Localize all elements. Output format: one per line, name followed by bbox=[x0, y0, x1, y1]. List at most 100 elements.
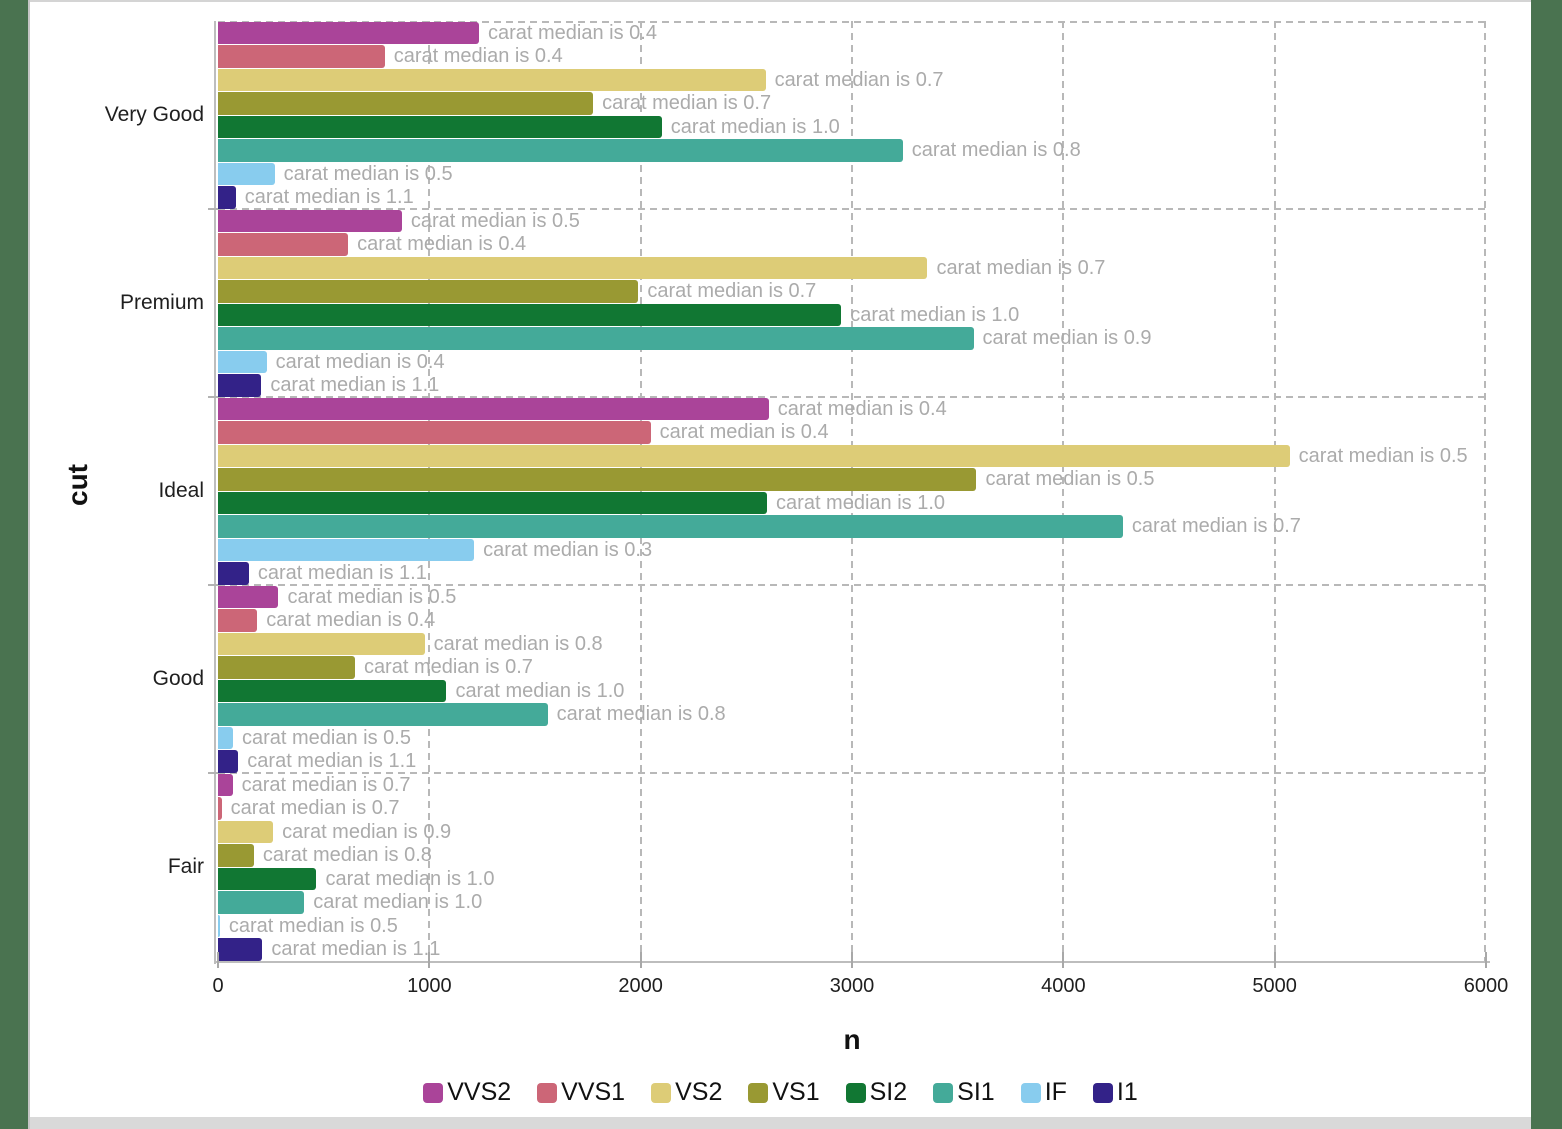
bar-row: carat median is 1.0 bbox=[218, 891, 1486, 915]
cut-group-premium: carat median is 0.5 carat median is 0.4 ca… bbox=[218, 209, 1486, 397]
x-tick-label: 6000 bbox=[1463, 975, 1509, 997]
bar-label: carat median is 0.7 bbox=[602, 92, 772, 115]
bar-vs2 bbox=[218, 444, 1290, 467]
x-axis-tick bbox=[1273, 952, 1276, 968]
y-tick-label: Good bbox=[152, 667, 204, 690]
x-axis-tick bbox=[1485, 952, 1487, 968]
bar-label: carat median is 0.4 bbox=[393, 45, 563, 68]
cut-group-very-good: carat median is 0.4 carat median is 0.4 ca… bbox=[218, 21, 1486, 209]
x-tick-label: 2000 bbox=[618, 975, 663, 997]
bar-label: carat median is 0.4 bbox=[275, 350, 445, 373]
bar-label: carat median is 1.1 bbox=[247, 750, 417, 773]
group-separator-line bbox=[218, 584, 1486, 586]
group-separator-line bbox=[218, 772, 1486, 774]
bar-vvs1 bbox=[218, 421, 651, 444]
grid-line-vertical bbox=[639, 21, 642, 961]
legend-item-si2: SI2 bbox=[845, 1078, 908, 1106]
grid-line-vertical bbox=[1062, 21, 1065, 961]
x-tick-label: 3000 bbox=[829, 975, 875, 997]
window-top-border bbox=[30, 0, 1531, 2]
bar-label: carat median is 0.5 bbox=[242, 726, 411, 749]
bar-si1 bbox=[218, 327, 974, 350]
cut-group-fair: carat median is 0.7 carat median is 0.7 ca… bbox=[218, 773, 1486, 961]
group-separator-line bbox=[218, 208, 1486, 210]
x-tick-label: 4000 bbox=[1041, 975, 1086, 997]
bar-label: carat median is 0.9 bbox=[282, 820, 452, 843]
bar-vs1 bbox=[218, 468, 977, 491]
bar-row: carat median is 0.7 bbox=[218, 92, 1486, 116]
bar-row: carat median is 0.7 bbox=[218, 256, 1486, 280]
bar-label: carat median is 0.7 bbox=[1131, 515, 1301, 538]
bar-i1 bbox=[218, 938, 263, 961]
x-tick-label: 1000 bbox=[407, 975, 452, 997]
cut-group-good: carat median is 0.5 carat median is 0.4 ca… bbox=[218, 585, 1486, 773]
bar-row: carat median is 0.7 bbox=[218, 280, 1486, 304]
grid-line-vertical bbox=[1273, 21, 1276, 961]
bar-row: carat median is 0.4 bbox=[218, 233, 1486, 257]
y-tick-label: Ideal bbox=[158, 479, 204, 502]
panel-border-right bbox=[1484, 21, 1486, 961]
legend-item-i1: I1 bbox=[1092, 1078, 1138, 1106]
bar-row: carat median is 0.5 bbox=[218, 914, 1486, 938]
bar-label: carat median is 1.0 bbox=[325, 867, 495, 890]
bar-si1 bbox=[218, 139, 903, 162]
bar-row: carat median is 1.1 bbox=[218, 562, 1486, 586]
bar-vs1 bbox=[218, 844, 254, 867]
bar-si2 bbox=[218, 679, 447, 702]
y-tick-label: Fair bbox=[167, 855, 204, 878]
bar-row: carat median is 1.0 bbox=[218, 303, 1486, 327]
bar-vvs2 bbox=[218, 209, 402, 232]
legend-swatch bbox=[423, 1082, 444, 1103]
bar-row: carat median is 0.4 bbox=[218, 350, 1486, 374]
bar-row: carat median is 1.0 bbox=[218, 115, 1486, 139]
bar-row: carat median is 0.5 bbox=[218, 209, 1486, 233]
bar-row: carat median is 0.5 bbox=[218, 585, 1486, 609]
bar-vvs2 bbox=[218, 397, 769, 420]
bar-label: carat median is 1.0 bbox=[313, 891, 483, 914]
window-left-border bbox=[0, 0, 30, 1129]
bar-vvs1 bbox=[218, 45, 385, 68]
bar-row: carat median is 0.4 bbox=[218, 609, 1486, 633]
bar-row: carat median is 1.1 bbox=[218, 750, 1486, 774]
bar-chart-figure: cut Very Good Premium Ideal Good Fair carat … bbox=[30, 2, 1531, 1117]
bar-si1 bbox=[218, 703, 548, 726]
bar-row: carat median is 0.9 bbox=[218, 327, 1486, 351]
bar-row: carat median is 0.4 bbox=[218, 21, 1486, 45]
bar-if bbox=[218, 726, 233, 749]
legend-swatch bbox=[1020, 1082, 1041, 1103]
legend-label: SI2 bbox=[869, 1078, 908, 1106]
bar-label: carat median is 0.8 bbox=[556, 703, 726, 726]
bar-row: carat median is 0.7 bbox=[218, 68, 1486, 92]
bar-row: carat median is 0.7 bbox=[218, 656, 1486, 680]
bar-label: carat median is 0.7 bbox=[774, 68, 944, 91]
y-axis-tick bbox=[208, 396, 221, 398]
bar-vs1 bbox=[218, 280, 639, 303]
bar-i1 bbox=[218, 562, 249, 585]
legend-swatch bbox=[845, 1082, 866, 1103]
legend-swatch bbox=[748, 1082, 769, 1103]
x-axis-tick bbox=[1062, 952, 1065, 968]
bar-label: carat median is 0.3 bbox=[483, 538, 653, 561]
bar-label: carat median is 0.9 bbox=[982, 327, 1152, 350]
legend-label: I1 bbox=[1116, 1078, 1138, 1106]
bar-vs1 bbox=[218, 656, 355, 679]
bar-label: carat median is 0.5 bbox=[228, 914, 398, 937]
legend-label: VS2 bbox=[675, 1078, 723, 1106]
bar-label: carat median is 1.1 bbox=[270, 374, 440, 397]
window-bottom-bar bbox=[30, 1117, 1531, 1129]
grid-line-vertical bbox=[428, 21, 431, 961]
bar-label: carat median is 0.8 bbox=[911, 139, 1081, 162]
bar-row: carat median is 1.0 bbox=[218, 491, 1486, 515]
bar-vs2 bbox=[218, 632, 425, 655]
bar-vvs2 bbox=[218, 773, 233, 796]
bar-row: carat median is 1.1 bbox=[218, 938, 1486, 962]
bar-row: carat median is 0.4 bbox=[218, 397, 1486, 421]
window-right-border bbox=[1529, 0, 1562, 1129]
bar-row: carat median is 0.3 bbox=[218, 538, 1486, 562]
x-axis-title: n bbox=[843, 1024, 861, 1055]
bar-vs2 bbox=[218, 820, 274, 843]
bar-row: carat median is 0.8 bbox=[218, 139, 1486, 163]
legend-label: VS1 bbox=[772, 1078, 820, 1106]
bar-label: carat median is 0.7 bbox=[363, 656, 533, 679]
bar-row: carat median is 0.5 bbox=[218, 726, 1486, 750]
